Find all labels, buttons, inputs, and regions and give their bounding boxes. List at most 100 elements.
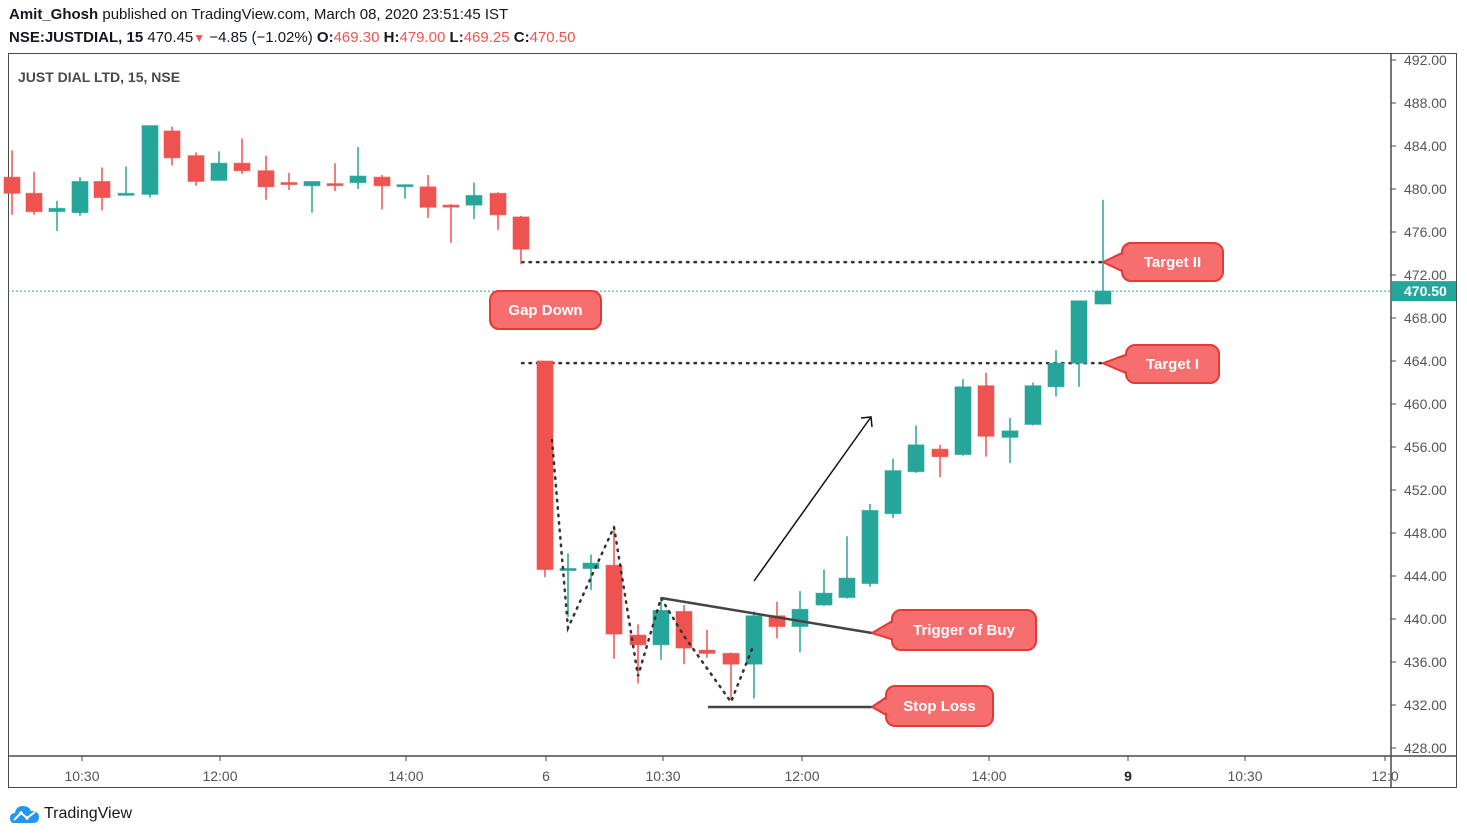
- level-lines: [8, 260, 1391, 365]
- current-price-tag: 470.50: [1392, 281, 1456, 302]
- candle: [861, 503, 879, 587]
- candle: [605, 525, 623, 659]
- price-tick-label: 436.00: [1404, 654, 1447, 670]
- chart-frame: [8, 53, 1457, 788]
- candle: [71, 177, 89, 216]
- price-tick-label: 432.00: [1404, 697, 1447, 713]
- candle: [675, 605, 693, 665]
- price-tick-label: 492.00: [1404, 52, 1447, 68]
- candle: [698, 629, 716, 658]
- candle: [93, 167, 111, 211]
- time-tick-label: 12:00: [202, 768, 237, 784]
- price-tick-label: 476.00: [1404, 224, 1447, 240]
- candle: [815, 569, 833, 607]
- trend-arrow: [753, 416, 872, 582]
- target-2-callout[interactable]: Target II: [1102, 242, 1224, 282]
- candle: [187, 152, 205, 186]
- candle: [419, 175, 437, 219]
- candle: [117, 166, 135, 196]
- svg-text:470.50: 470.50: [1404, 283, 1447, 299]
- time-tick-label: 12:0: [1371, 768, 1398, 784]
- candle: [931, 444, 949, 478]
- candle: [25, 171, 43, 215]
- target-1-callout[interactable]: Target I: [1102, 344, 1220, 384]
- candle: [629, 624, 647, 684]
- candle: [512, 215, 530, 265]
- trigger-trendline: [660, 596, 873, 635]
- time-tick-label: 6: [542, 768, 550, 784]
- gap-down-callout[interactable]: Gap Down: [489, 290, 602, 330]
- time-tick-label: 14:00: [971, 768, 1006, 784]
- trigger-of-buy-callout[interactable]: Trigger of Buy: [871, 609, 1037, 651]
- time-tick-label: 14:00: [388, 768, 423, 784]
- price-tick-label: 472.00: [1404, 267, 1447, 283]
- down-arrow-icon: ▼: [193, 31, 206, 45]
- price-tick-label: 444.00: [1404, 568, 1447, 584]
- price-tick-label: 440.00: [1404, 611, 1447, 627]
- candle: [373, 175, 391, 210]
- candle: [745, 611, 763, 699]
- candle: [722, 652, 740, 699]
- time-tick-label: 9: [1124, 768, 1132, 784]
- candle: [1070, 300, 1088, 387]
- price-tick-label: 460.00: [1404, 396, 1447, 412]
- candle: [489, 192, 507, 230]
- time-tick-label: 10:30: [1227, 768, 1262, 784]
- price-tick-label: 484.00: [1404, 138, 1447, 154]
- open-label: O:: [316, 29, 334, 46]
- price-tick-label: 428.00: [1404, 740, 1447, 756]
- candle: [652, 597, 670, 660]
- chart-title: JUST DIAL LTD, 15, NSE: [18, 69, 180, 85]
- candle: [559, 553, 577, 617]
- publish-info: Amit_Ghosh published on TradingView.com,…: [9, 6, 508, 23]
- candle: [141, 125, 159, 198]
- price-tick-label: 448.00: [1404, 525, 1447, 541]
- candle: [3, 150, 21, 215]
- callout-label: Target I: [1146, 356, 1199, 373]
- candle: [1001, 417, 1019, 464]
- time-tick-label: 12:00: [784, 768, 819, 784]
- candle: [465, 182, 483, 220]
- published-text: published on TradingView.com, March 08, …: [102, 6, 509, 23]
- candle: [163, 126, 181, 166]
- tradingview-brand[interactable]: TradingView: [44, 805, 133, 822]
- candle: [303, 180, 321, 213]
- candle: [326, 163, 344, 192]
- low-value: 469.25: [463, 29, 510, 46]
- price-tick-label: 488.00: [1404, 95, 1447, 111]
- time-tick-label: 10:30: [645, 768, 680, 784]
- candle: [954, 379, 972, 456]
- callout-label: Gap Down: [508, 302, 582, 319]
- candle: [280, 172, 298, 191]
- candle: [1094, 199, 1112, 305]
- price-tick-label: 468.00: [1404, 310, 1447, 326]
- candle: [1024, 382, 1042, 426]
- callouts[interactable]: Gap Down Target II Target I Trigger of Buy S…: [489, 242, 1224, 727]
- stop-loss-callout[interactable]: Stop Loss: [871, 685, 994, 727]
- time-axis[interactable]: 10:30 12:00 14:00 6 10:30 12:00 14:00 9 10:30 12:…: [64, 756, 1399, 784]
- callout-label: Target II: [1144, 254, 1201, 271]
- candle: [884, 458, 902, 518]
- drawings: [550, 416, 873, 709]
- author-name[interactable]: Amit_Ghosh: [9, 6, 99, 23]
- price-tick-label: 480.00: [1404, 181, 1447, 197]
- candles: [3, 125, 1112, 699]
- symbol: NSE:JUSTDIAL, 15: [9, 29, 144, 46]
- swing-path: [550, 438, 756, 705]
- callout-label: Stop Loss: [903, 698, 976, 715]
- candle: [1047, 350, 1065, 397]
- candle: [536, 360, 554, 578]
- price-tick-label: 452.00: [1404, 482, 1447, 498]
- last-price: 470.45: [147, 29, 194, 46]
- time-tick-label: 10:30: [64, 768, 99, 784]
- candle: [907, 425, 925, 473]
- high-label: H:: [383, 29, 400, 46]
- price-axis[interactable]: 492.00 488.00 484.00 480.00 476.00 472.00 468.…: [1391, 52, 1447, 756]
- candle: [396, 184, 414, 199]
- high-value: 479.00: [399, 29, 446, 46]
- price-tick-label: 456.00: [1404, 439, 1447, 455]
- candle: [442, 204, 460, 243]
- open-value: 469.30: [333, 29, 380, 46]
- close-value: 470.50: [529, 29, 576, 46]
